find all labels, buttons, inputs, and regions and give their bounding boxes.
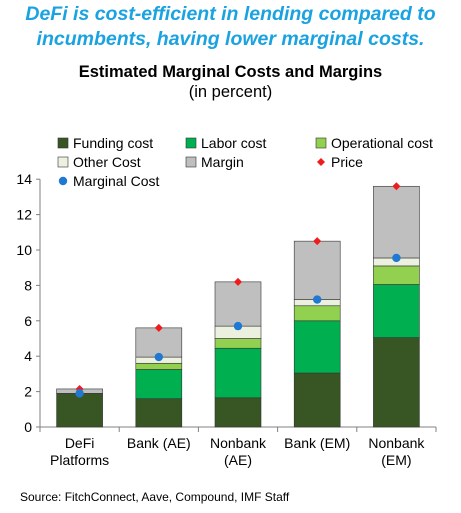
y-tick-label: 2 [24,384,32,400]
marginal-cost-marker [313,295,322,304]
legend-label-price: Price [331,154,363,170]
legend-label-marginal-cost: Marginal Cost [73,173,159,189]
legend-label-labor-cost: Labor cost [201,135,266,151]
bar-segment-operational-cost [293,305,341,322]
marginal-cost-marker [154,352,163,362]
y-tick-label: 8 [24,277,32,293]
headline: DeFi is cost-efficient in lending compar… [0,2,461,52]
marginal-cost-marker [75,389,84,398]
price-marker [313,237,322,246]
y-tick-label: 14 [16,171,32,187]
bar-segment-labor-cost [373,284,420,338]
x-tick-label: Bank (AE) [127,435,191,451]
bar-segment-labor-cost [214,347,262,399]
headline-line-2: incumbents, having lower marginal costs. [36,28,425,50]
source-note: Source: FitchConnect, Aave, Compound, IM… [20,490,290,504]
chart-subtitle: (in percent) [188,83,273,101]
price-marker [234,277,242,286]
legend-swatch-price [317,158,325,166]
bar-segment-margin [135,327,183,358]
x-tick-label: Nonbank (EM) [368,435,425,468]
x-tick-label: DeFi Platforms [50,435,109,468]
bar-segment-labor-cost [293,320,341,374]
bar-segment-margin [214,281,262,327]
bar-segment-funding-cost [56,393,103,428]
y-tick-label: 6 [24,313,32,329]
bar-segment-labor-cost [135,369,183,399]
bar-segment-funding-cost [214,397,262,428]
price-marker [154,323,163,332]
legend-swatch-operational-cost [315,137,327,149]
bar-segment-margin [293,240,341,300]
bar-segment-funding-cost [135,398,183,428]
legend-swatch-margin [185,156,197,168]
chart-title: Estimated Marginal Costs and Margins [78,63,383,81]
legend-swatch-other-cost [57,156,69,168]
bar-segment-funding-cost [293,372,341,428]
price-marker [392,182,401,191]
x-tick-label: Nonbank (AE) [210,435,267,468]
legend-label-other-cost: Other Cost [73,154,141,170]
bar-segment-operational-cost [214,338,262,349]
headline-line-1: DeFi is cost-efficient in lending compar… [25,3,436,25]
legend-swatch-labor-cost [185,137,197,149]
legend-swatch-marginal-cost [58,176,68,186]
y-tick-label: 4 [24,348,32,364]
marginal-cost-marker [233,321,243,331]
x-tick-label: Bank (EM) [284,435,350,451]
y-tick-label: 10 [16,242,32,258]
y-tick-label: 12 [16,207,32,223]
legend-label-operational-cost: Operational cost [331,135,433,151]
bar-segment-operational-cost [135,362,183,370]
marginal-cost-marker [392,253,401,263]
bar-segment-operational-cost [373,265,420,285]
bar-segment-margin [373,185,420,259]
bar-segment-funding-cost [373,337,420,428]
legend-swatch-funding-cost [57,137,69,149]
legend-label-funding-cost: Funding cost [73,135,153,151]
legend-label-margin: Margin [201,154,244,170]
y-tick-label: 0 [24,419,32,435]
